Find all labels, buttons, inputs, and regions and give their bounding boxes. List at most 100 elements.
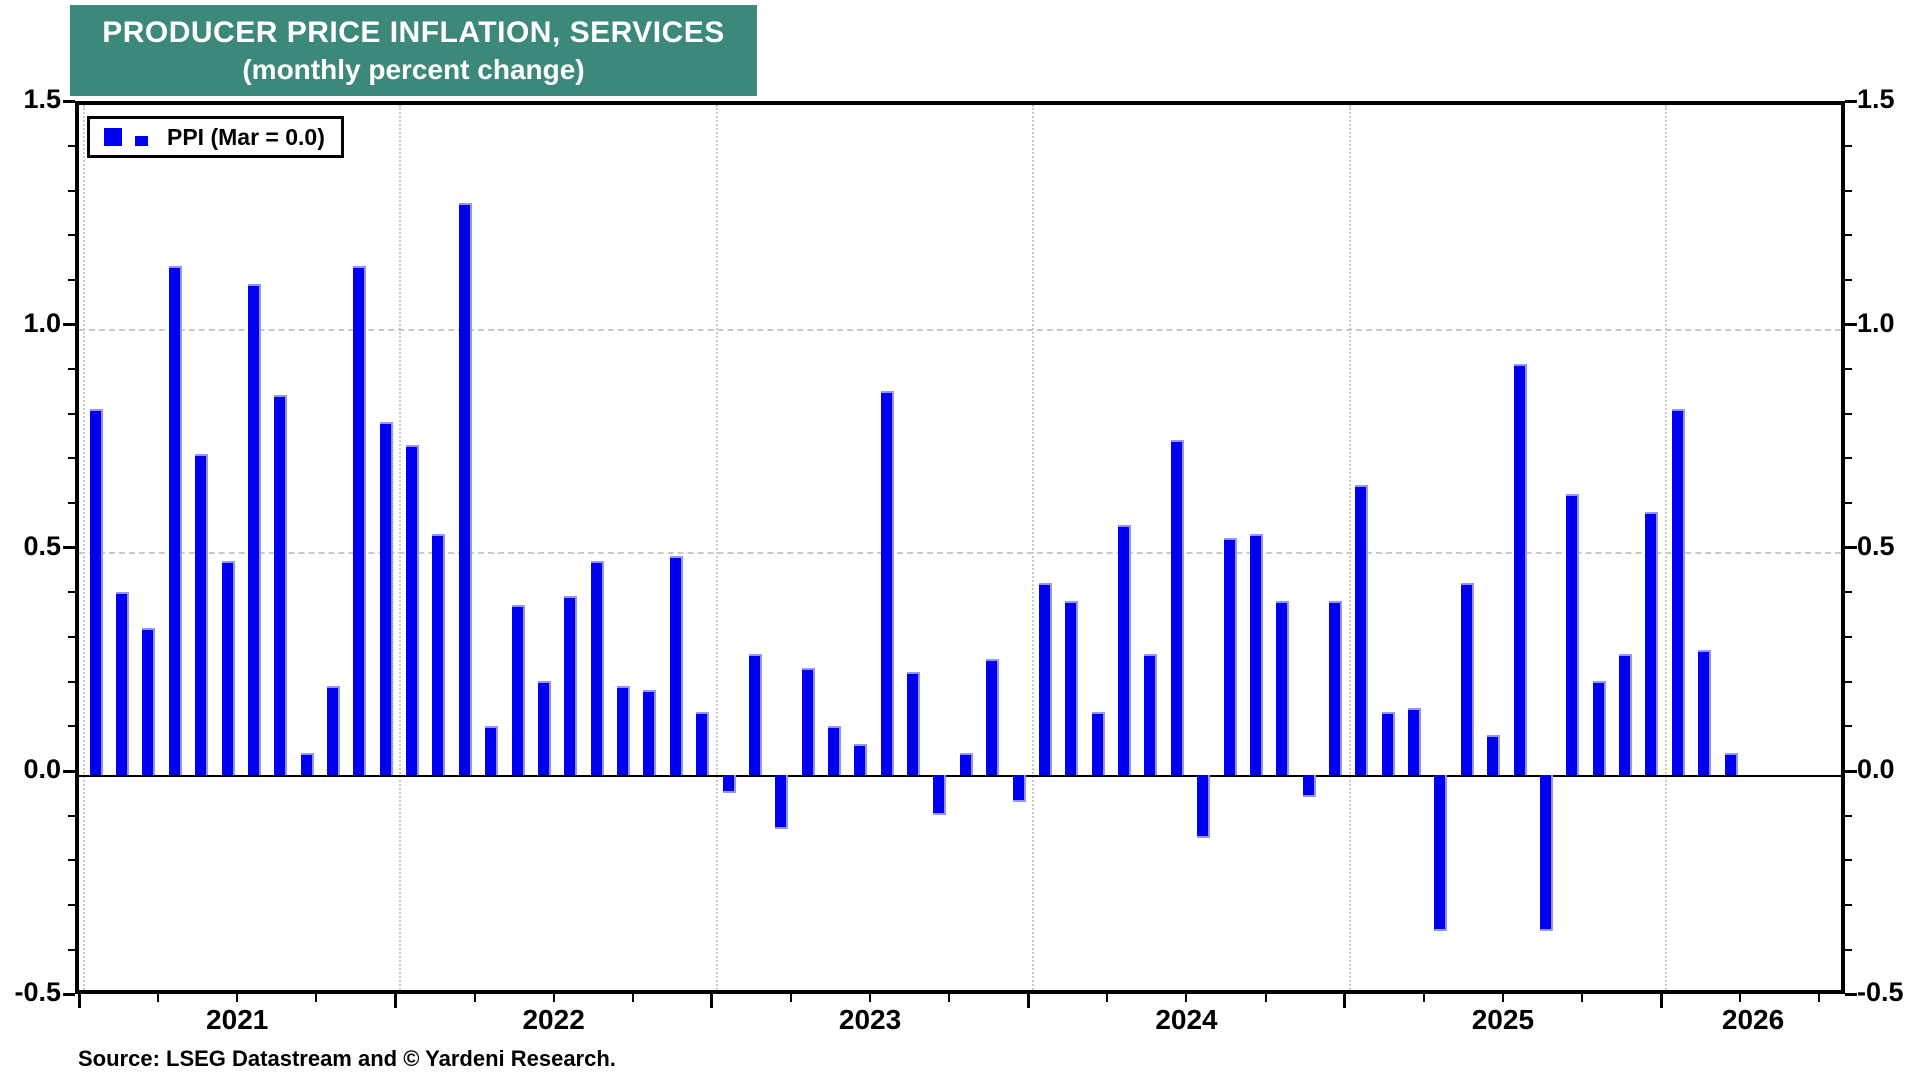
legend-swatch-large: [104, 128, 122, 146]
bar: [274, 395, 288, 775]
bar: [1408, 708, 1422, 775]
y-tick-left: [68, 412, 75, 415]
y-tick-right: [1845, 814, 1852, 817]
bar: [1698, 649, 1712, 775]
y-tick-left: [68, 591, 75, 594]
y-axis-label-left: 0.0: [23, 753, 61, 784]
bar: [1144, 654, 1158, 775]
bar: [1118, 524, 1132, 775]
bar: [617, 685, 631, 775]
y-tick-left: [68, 234, 75, 237]
gridline-horizontal: [79, 551, 1841, 554]
y-tick-left: [68, 636, 75, 639]
x-tick-quarter: [315, 994, 318, 1002]
x-tick-quarter: [236, 994, 239, 1002]
bar: [801, 667, 815, 775]
x-tick-quarter: [1580, 994, 1583, 1002]
y-tick-left: [68, 368, 75, 371]
bar: [1249, 533, 1263, 775]
bar: [1513, 364, 1527, 775]
bar: [168, 265, 182, 775]
x-tick-quarter: [1185, 994, 1188, 1002]
x-axis-year-label: 2022: [522, 1004, 585, 1035]
bar: [1539, 775, 1553, 932]
y-tick-left: [63, 99, 75, 103]
y-tick-right: [1845, 591, 1852, 594]
y-tick-right: [1845, 144, 1852, 147]
y-tick-right: [1845, 278, 1852, 281]
bar: [221, 560, 235, 775]
y-tick-left: [68, 189, 75, 192]
bar: [722, 775, 736, 793]
bar: [748, 654, 762, 775]
bar: [1065, 600, 1079, 775]
bar: [696, 712, 710, 775]
y-tick-right: [1845, 99, 1857, 103]
bar: [1460, 583, 1474, 775]
bar: [643, 690, 657, 775]
plot-area: PPI (Mar = 0.0): [75, 101, 1845, 994]
y-tick-right: [1845, 680, 1852, 683]
x-axis-year-label: 2021: [206, 1004, 269, 1035]
y-tick-right: [1845, 859, 1852, 862]
bar: [959, 752, 973, 775]
gridline-year: [1348, 105, 1351, 990]
bar: [353, 265, 367, 775]
y-tick-right: [1845, 189, 1852, 192]
y-tick-left: [68, 903, 75, 906]
legend-label: PPI (Mar = 0.0): [167, 123, 325, 150]
bar: [827, 725, 841, 775]
x-tick-quarter: [1818, 994, 1821, 1002]
x-tick-quarter: [157, 994, 160, 1002]
y-tick-right: [1845, 546, 1857, 550]
y-axis-label-left: 1.5: [23, 84, 61, 115]
y-axis-label-right: -0.5: [1857, 977, 1904, 1008]
y-tick-right: [1845, 457, 1852, 460]
bar: [907, 672, 921, 775]
y-tick-right: [1845, 725, 1852, 728]
x-axis-year-label: 2025: [1471, 1004, 1535, 1035]
y-axis-label-right: 0.5: [1857, 530, 1895, 561]
bar: [379, 422, 393, 775]
bar: [669, 556, 683, 775]
bar: [406, 444, 420, 775]
bar: [1276, 600, 1290, 775]
x-tick-quarter: [552, 994, 555, 1002]
chart-subtitle: (monthly percent change): [242, 53, 585, 85]
bar: [1381, 712, 1395, 775]
y-tick-right: [1845, 234, 1852, 237]
legend: PPI (Mar = 0.0): [87, 116, 344, 158]
bar: [933, 775, 947, 816]
bar: [1566, 493, 1580, 775]
y-tick-right: [1845, 368, 1852, 371]
gridline-year: [83, 105, 85, 990]
bar: [564, 596, 578, 775]
y-tick-left: [68, 144, 75, 147]
y-tick-left: [63, 323, 75, 326]
bar: [326, 685, 340, 775]
x-tick-quarter: [869, 994, 872, 1002]
y-tick-left: [63, 546, 75, 550]
legend-swatch-small: [135, 135, 148, 146]
bar: [1434, 775, 1448, 932]
bar: [1012, 775, 1026, 802]
bar: [1355, 484, 1369, 775]
bar: [89, 408, 103, 775]
bar: [775, 775, 789, 829]
y-tick-left: [68, 814, 75, 817]
bar: [300, 752, 314, 775]
y-tick-left: [68, 859, 75, 862]
y-tick-left: [63, 769, 75, 773]
y-tick-right: [1845, 992, 1857, 996]
bar: [1645, 511, 1659, 775]
bar: [247, 283, 261, 775]
y-axis-label-left: -0.5: [14, 977, 61, 1008]
y-tick-left: [63, 992, 75, 996]
bar: [880, 391, 894, 775]
bar: [432, 533, 446, 775]
gridline-year: [1665, 105, 1668, 990]
y-tick-right: [1845, 948, 1852, 951]
y-tick-left: [68, 502, 75, 505]
x-tick-quarter: [1106, 994, 1109, 1002]
